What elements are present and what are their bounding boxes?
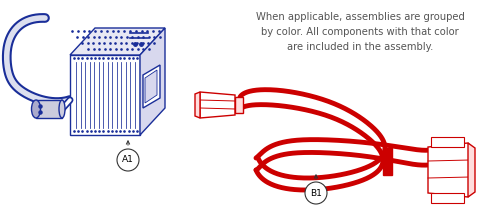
- Polygon shape: [143, 65, 160, 108]
- Polygon shape: [195, 92, 200, 118]
- Polygon shape: [70, 55, 140, 135]
- Circle shape: [305, 182, 327, 204]
- Polygon shape: [200, 92, 235, 118]
- Polygon shape: [428, 143, 472, 197]
- Polygon shape: [431, 193, 464, 203]
- Text: When applicable, assemblies are grouped
by color. All components with that color: When applicable, assemblies are grouped …: [256, 12, 464, 52]
- Polygon shape: [36, 100, 62, 118]
- Text: B1: B1: [310, 189, 322, 198]
- Circle shape: [117, 149, 139, 171]
- Polygon shape: [383, 148, 392, 175]
- Polygon shape: [70, 28, 165, 55]
- Polygon shape: [235, 97, 243, 113]
- Ellipse shape: [59, 100, 65, 118]
- Polygon shape: [145, 70, 157, 103]
- Polygon shape: [468, 143, 475, 197]
- Ellipse shape: [32, 100, 40, 118]
- Polygon shape: [431, 137, 464, 147]
- Text: A1: A1: [122, 156, 134, 165]
- Polygon shape: [140, 28, 165, 135]
